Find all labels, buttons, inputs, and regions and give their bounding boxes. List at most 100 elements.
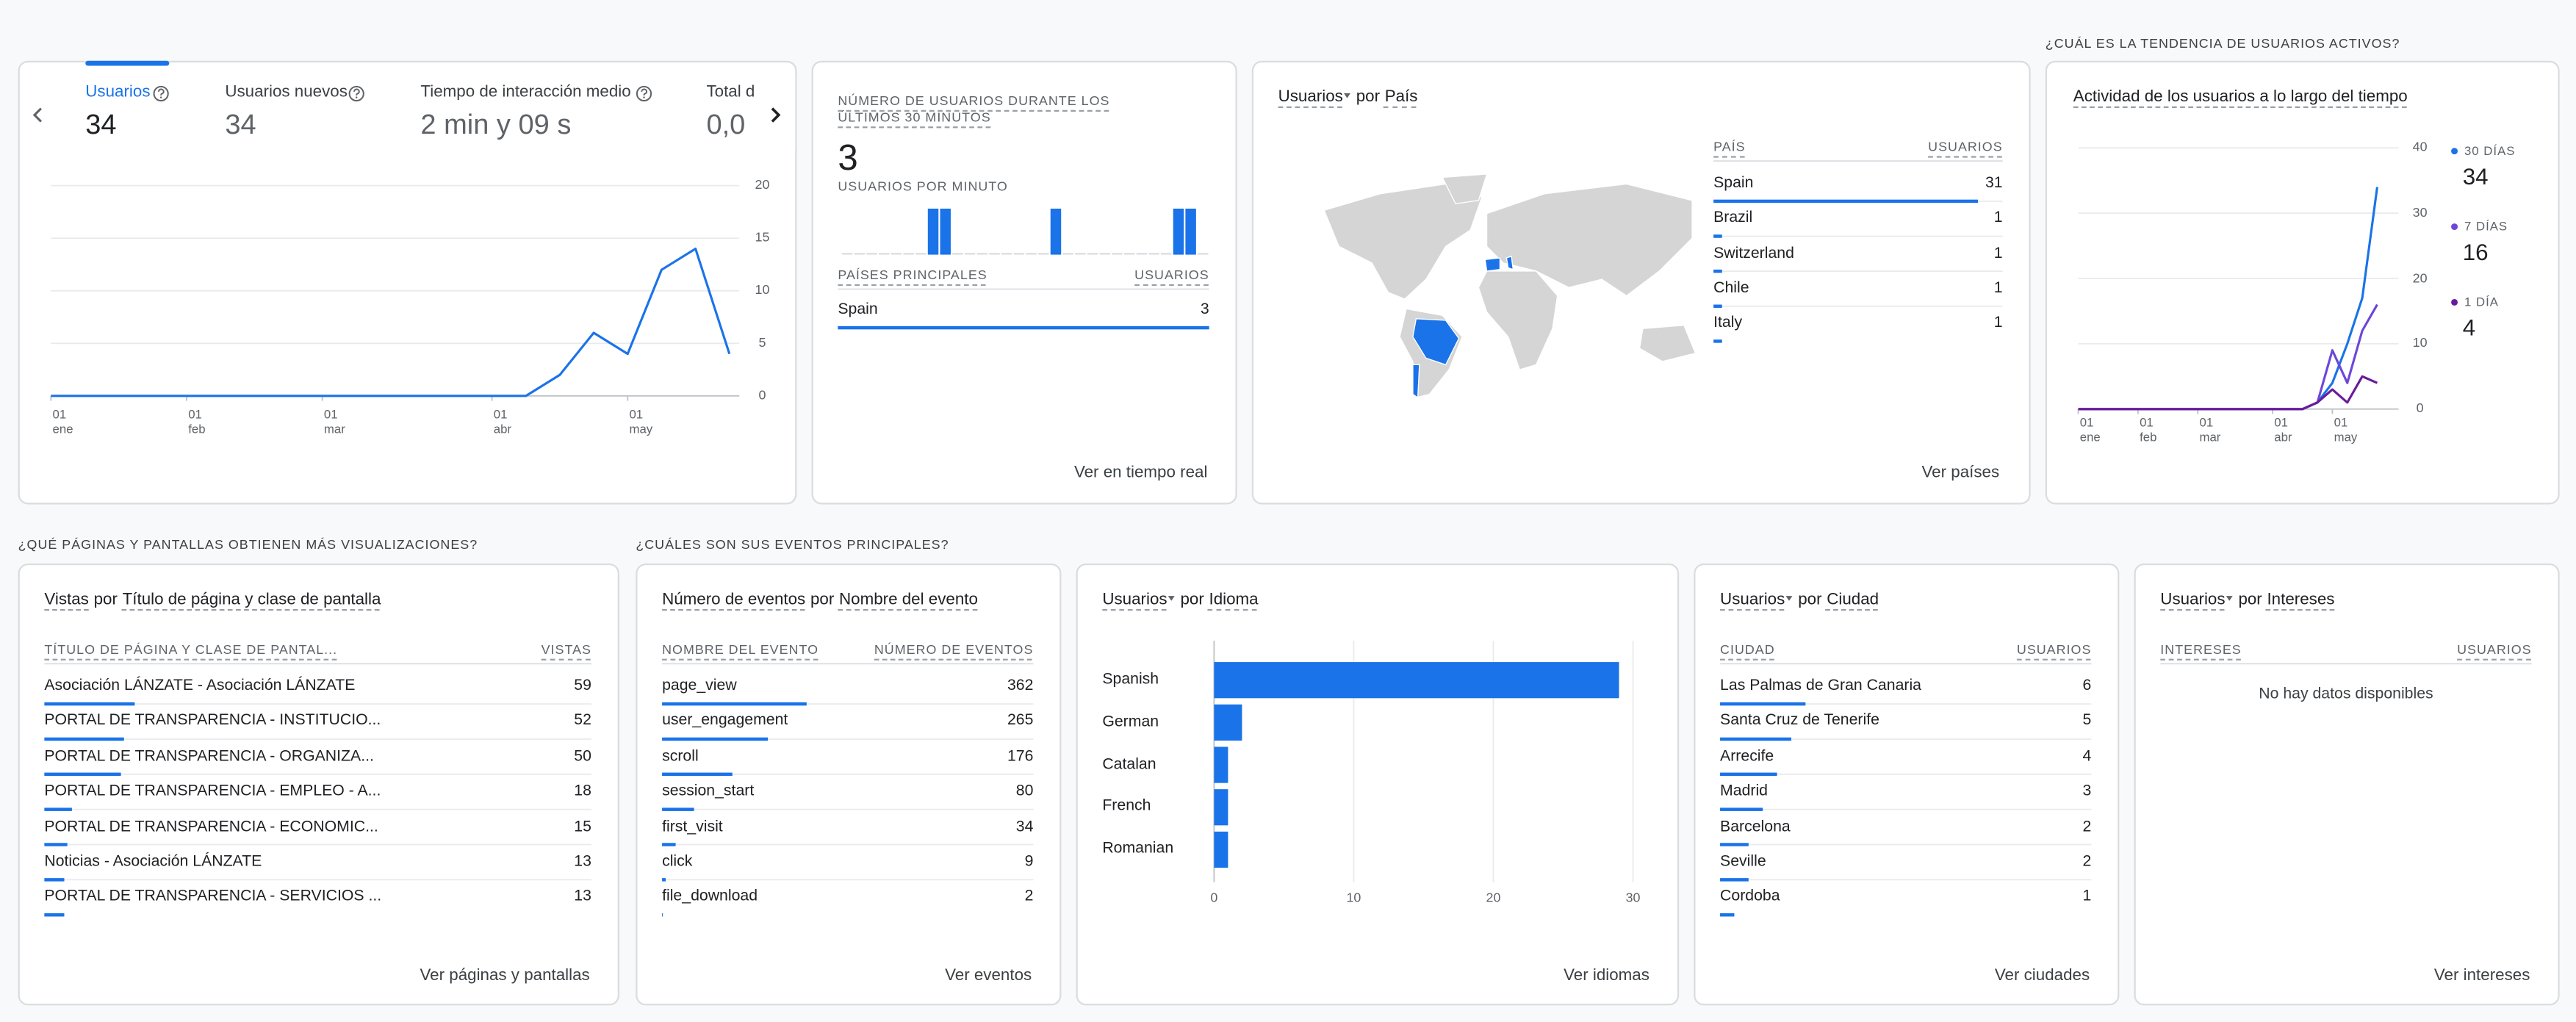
- view-more-link[interactable]: Ver eventos: [945, 967, 1040, 985]
- metric-menu[interactable]: [2226, 596, 2234, 602]
- minute-bar: [1038, 253, 1049, 255]
- row-bar: [44, 878, 65, 882]
- minute-bar: [866, 253, 877, 255]
- row-bar: [662, 702, 807, 706]
- events-card: [636, 563, 1062, 1006]
- column-header: VISTAS: [541, 642, 591, 658]
- view-more-link[interactable]: Ver intereses: [2434, 967, 2539, 985]
- row-bar: [44, 843, 68, 846]
- column-header: PAÍS: [1713, 140, 1746, 155]
- row-value: 34: [1015, 817, 1034, 836]
- minute-bar: [841, 253, 853, 255]
- link-text[interactable]: Ver intereses: [2433, 966, 2530, 985]
- interests-card: [2134, 563, 2560, 1006]
- column-header: USUARIOS: [2457, 642, 2532, 658]
- minute-bar: [903, 253, 914, 255]
- metric-menu[interactable]: [1168, 596, 1176, 602]
- x-tick-label: 01 feb: [2140, 414, 2157, 445]
- x-tick-label: 01 ene: [52, 406, 73, 437]
- view-more-link[interactable]: Ver ciudades: [1995, 967, 2098, 985]
- row-bar: [1713, 339, 1722, 343]
- row-bar: [1720, 878, 1749, 882]
- row-value: 4: [2082, 747, 2092, 766]
- section-heading: ¿CUÁL ES LA TENDENCIA DE USUARIOS ACTIVO…: [2045, 36, 2400, 51]
- x-tick-label: 20: [1486, 890, 1501, 906]
- tab-value[interactable]: 0,0: [706, 109, 746, 140]
- help-circle: [636, 85, 652, 102]
- link-text[interactable]: Ver eventos: [945, 966, 1032, 985]
- prev-arrow[interactable]: [32, 107, 43, 123]
- row-value: 2: [2082, 817, 2092, 836]
- link-text[interactable]: Ver idiomas: [1564, 966, 1649, 985]
- link-text[interactable]: Ver en tiempo real: [1073, 464, 1208, 483]
- metric[interactable]: Usuarios: [1102, 591, 1168, 609]
- world-map: [1323, 173, 1697, 399]
- legend-value: 4: [2462, 314, 2476, 341]
- series-line: [2078, 303, 2378, 411]
- legend-name: 30 DÍAS: [2464, 143, 2516, 159]
- view-more-link[interactable]: Ver en tiempo real: [1074, 464, 1216, 483]
- row-bar: [44, 737, 124, 741]
- y-tick-label: 10: [755, 282, 770, 298]
- minute-bar: [1087, 253, 1098, 255]
- row-value: 18: [574, 782, 591, 801]
- legend-name: 7 DÍAS: [2464, 219, 2508, 234]
- row-value: 1: [1993, 244, 2003, 262]
- empty-message: No hay datos disponibles: [2259, 685, 2433, 704]
- row-value: 3: [2082, 782, 2092, 801]
- minute-bar: [1050, 208, 1062, 255]
- minute-bar: [1112, 253, 1123, 255]
- metric[interactable]: Usuarios: [1720, 591, 1785, 609]
- metric: Vistas: [44, 591, 89, 609]
- card-title: Usuarios por Ciudad: [1720, 591, 1884, 611]
- column-header: USUARIOS: [2016, 642, 2092, 658]
- row-value: 362: [1007, 677, 1034, 695]
- tab-value[interactable]: 34: [225, 109, 256, 140]
- metric[interactable]: Usuarios: [2160, 591, 2226, 609]
- dimension: Intereses: [2267, 591, 2335, 609]
- row-value: 176: [1007, 747, 1034, 766]
- metric-menu[interactable]: [1345, 93, 1352, 98]
- connector: por: [2238, 591, 2262, 609]
- tab-label[interactable]: Usuarios nuevos: [225, 83, 348, 102]
- row-label: Asociación LÁNZATE - Asociación LÁNZATE: [44, 677, 356, 695]
- realtime-title: NÚMERO DE USUARIOS DURANTE LOS ÚLTIMOS 3…: [838, 93, 1110, 125]
- tab-value[interactable]: 2 min y 09 s: [420, 109, 572, 140]
- row-bar: [44, 772, 121, 777]
- realtime-card: [811, 60, 1237, 505]
- x-tick-label: 01 may: [629, 406, 653, 437]
- row-bar: [662, 737, 769, 741]
- tab-label[interactable]: Total d: [706, 83, 755, 102]
- row-label: Madrid: [1720, 782, 1769, 801]
- tab-value[interactable]: 34: [85, 109, 117, 140]
- row-label: PORTAL DE TRANSPARENCIA - INSTITUCIO...: [44, 712, 381, 730]
- row-value: 13: [574, 888, 591, 907]
- view-more-link[interactable]: Ver idiomas: [1564, 967, 1658, 985]
- y-tick-label: 20: [2412, 270, 2428, 285]
- metric-menu[interactable]: [1786, 596, 1794, 602]
- y-tick-label: 0: [2416, 400, 2424, 416]
- row-value: 2: [2082, 852, 2092, 871]
- bar: [1214, 789, 1228, 826]
- link-text[interactable]: Ver países: [1921, 464, 2000, 483]
- view-more-link[interactable]: Ver páginas y pantallas: [420, 967, 597, 985]
- metric[interactable]: Usuarios: [1278, 88, 1343, 107]
- link-text[interactable]: Ver páginas y pantallas: [420, 966, 590, 985]
- row-label: PORTAL DE TRANSPARENCIA - ECONOMIC...: [44, 817, 378, 836]
- minute-bar: [1123, 253, 1135, 255]
- tab-label[interactable]: Usuarios: [85, 83, 151, 102]
- minute-bar: [940, 208, 951, 255]
- tab-label[interactable]: Tiempo de interacción medio: [420, 83, 631, 102]
- row-value: 1: [1993, 314, 2003, 333]
- link-text[interactable]: Ver ciudades: [1994, 966, 2090, 985]
- row-bar: [1713, 304, 1722, 309]
- row-bar: [662, 807, 694, 811]
- row-label: Noticias - Asociación LÁNZATE: [44, 852, 262, 871]
- row-value: 52: [574, 712, 591, 730]
- minute-bar: [976, 253, 988, 255]
- view-more-link[interactable]: Ver países: [1921, 464, 2007, 483]
- row-bar: [44, 807, 72, 811]
- minute-bar: [891, 253, 902, 255]
